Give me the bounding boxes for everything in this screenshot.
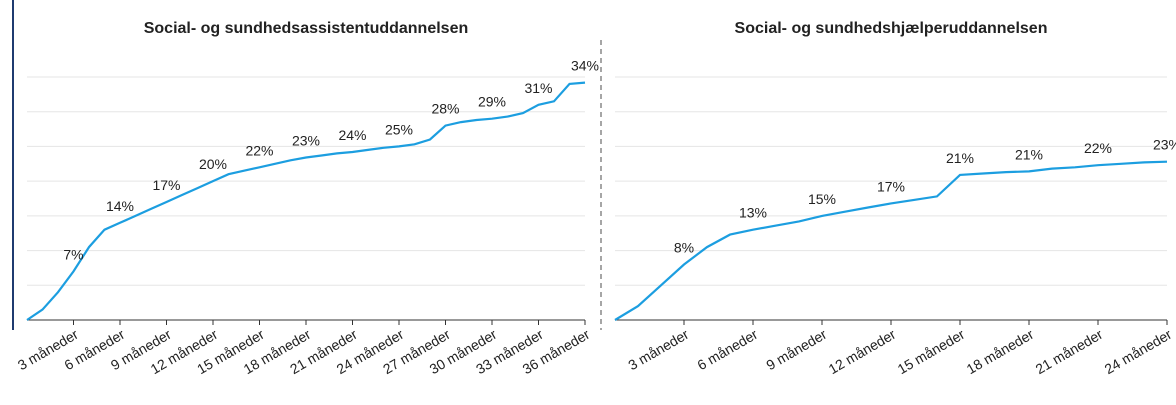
data-label: 29% (478, 94, 506, 110)
data-label: 7% (63, 246, 83, 262)
data-label: 22% (245, 142, 273, 158)
data-label: 24% (338, 127, 366, 143)
data-label: 23% (292, 133, 320, 149)
data-label: 22% (1084, 140, 1112, 156)
data-label: 17% (877, 178, 905, 194)
x-tick-label: 6 måneder (694, 326, 760, 373)
data-label: 8% (674, 239, 694, 255)
data-label: 21% (1015, 146, 1043, 162)
x-tick-label: 3 måneder (625, 326, 691, 373)
line-series (614, 160, 1168, 321)
data-label: 23% (1153, 137, 1176, 153)
x-tick-label: 18 måneder (964, 326, 1037, 377)
x-tick-label: 9 måneder (763, 326, 829, 373)
chart-title: Social- og sundhedsassistentuddannelsen (144, 20, 469, 37)
data-label: 21% (946, 150, 974, 166)
data-label: 13% (739, 205, 767, 221)
data-label: 14% (106, 198, 134, 214)
data-label: 20% (199, 156, 227, 172)
x-tick-label: 15 måneder (895, 326, 968, 377)
line-series (26, 81, 586, 321)
x-tick-label: 24 måneder (1102, 326, 1175, 377)
chart-title: Social- og sundhedshjælperuddannelsen (735, 20, 1048, 37)
x-tick-label: 21 måneder (1033, 326, 1106, 377)
data-label: 28% (431, 101, 459, 117)
data-label: 17% (152, 177, 180, 193)
data-label: 25% (385, 121, 413, 137)
data-label: 34% (571, 58, 599, 74)
data-label: 31% (524, 80, 552, 96)
x-tick-label: 12 måneder (826, 326, 899, 377)
data-label: 15% (808, 191, 836, 207)
